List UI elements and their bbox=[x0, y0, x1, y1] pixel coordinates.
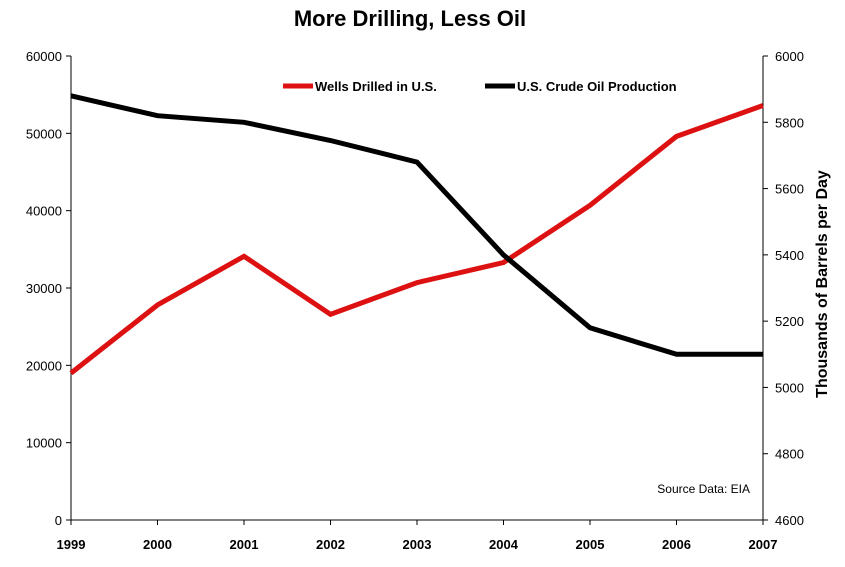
y-right-tick-label: 5200 bbox=[775, 314, 804, 329]
y-right-tick-label: 4800 bbox=[775, 447, 804, 462]
legend: Wells Drilled in U.S. U.S. Crude Oil Prod… bbox=[283, 79, 677, 94]
x-tick-label: 2006 bbox=[662, 537, 691, 552]
x-tick-label: 2002 bbox=[316, 537, 345, 552]
y-right-tick-label: 5600 bbox=[775, 182, 804, 197]
y-right-tick-label: 5800 bbox=[775, 115, 804, 130]
x-tick-label: 2001 bbox=[230, 537, 259, 552]
x-tick-label: 2004 bbox=[489, 537, 519, 552]
x-tick-label: 2005 bbox=[576, 537, 605, 552]
x-tick-label: 2007 bbox=[749, 537, 778, 552]
y-right-tick-label: 6000 bbox=[775, 49, 804, 64]
y-right-tick-label: 5000 bbox=[775, 380, 804, 395]
y-left-tick-label: 60000 bbox=[26, 49, 62, 64]
legend-label: U.S. Crude Oil Production bbox=[517, 79, 677, 94]
series-layer bbox=[69, 93, 764, 376]
chart-title: More Drilling, Less Oil bbox=[293, 6, 527, 31]
y-left-tick-label: 0 bbox=[55, 513, 62, 528]
y-axis-right-label: Thousands of Barrels per Day bbox=[814, 170, 831, 398]
x-tick-label: 2000 bbox=[143, 537, 172, 552]
x-tick-label: 2003 bbox=[403, 537, 432, 552]
legend-label: Wells Drilled in U.S. bbox=[315, 79, 437, 94]
y-left-tick-label: 10000 bbox=[26, 436, 62, 451]
x-tick-label: 1999 bbox=[57, 537, 86, 552]
y-left-tick-label: 30000 bbox=[26, 281, 62, 296]
y-left-tick-label: 50000 bbox=[26, 126, 62, 141]
series-line-u-s-crude-oil-production bbox=[70, 93, 763, 357]
y-left-tick-label: 20000 bbox=[26, 358, 62, 373]
y-left-tick-label: 40000 bbox=[26, 204, 62, 219]
y-right-tick-label: 4600 bbox=[775, 513, 804, 528]
source-annotation: Source Data: EIA bbox=[657, 482, 750, 496]
series-line-wells-drilled-in-u-s bbox=[69, 103, 764, 376]
axes: 0 10000 20000 30000 40000 50000 60000 4600 4800 5… bbox=[26, 49, 804, 552]
y-right-tick-label: 5400 bbox=[775, 248, 804, 263]
